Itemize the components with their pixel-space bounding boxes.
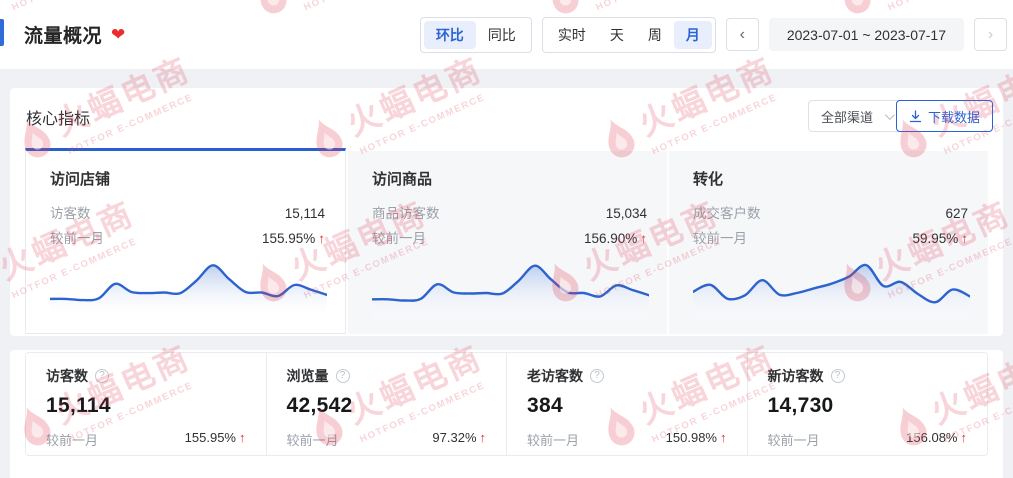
stat-label: 访客数 xyxy=(46,368,88,384)
page-header: 流量概况 ❤ 环比 同比 实时 天 周 月 ‹ 2023-07-01 ~ 202… xyxy=(0,0,1013,70)
compare-value: 150.98% ↑ xyxy=(665,430,727,445)
card-title: 访问店铺 xyxy=(50,171,111,188)
core-metrics-panel: 核心指标 全部渠道 下载数据 访问店铺 访客数 15,114 较前一月 155.… xyxy=(10,88,1003,336)
stat-value: 384 xyxy=(527,394,563,417)
up-arrow-icon: ↑ xyxy=(960,430,968,445)
tab-huanbi[interactable]: 环比 xyxy=(423,20,476,49)
next-period-button[interactable]: › xyxy=(974,18,1007,51)
page-title: 流量概况 xyxy=(24,26,103,47)
heart-icon: ❤ xyxy=(111,24,126,44)
stat-returning-visitors: 老访客数 ? 384 较前一月 150.98% ↑ xyxy=(507,353,748,455)
date-range-picker[interactable]: 2023-07-01 ~ 2023-07-17 xyxy=(768,18,964,51)
help-icon[interactable]: ? xyxy=(95,369,109,383)
metric-value: 627 xyxy=(945,206,968,221)
up-arrow-icon: ↑ xyxy=(318,231,325,246)
help-icon[interactable]: ? xyxy=(830,369,845,383)
help-icon[interactable]: ? xyxy=(590,369,604,383)
header-controls: 环比 同比 实时 天 周 月 ‹ 2023-07-01 ~ 2023-07-17… xyxy=(419,16,1007,53)
stats-panel: 访客数 ? 15,114 较前一月 155.95% ↑ 浏览量 ? 42,542 … xyxy=(10,350,1003,478)
sparkline-conversion xyxy=(693,254,970,318)
tab-month[interactable]: 月 xyxy=(673,20,712,49)
card-conversion[interactable]: 转化 成交客户数 627 较前一月 59.95% ↑ xyxy=(669,148,988,334)
up-arrow-icon: ↑ xyxy=(239,430,246,445)
channel-select[interactable]: 全部渠道 xyxy=(808,100,903,132)
card-shop-visits[interactable]: 访问店铺 访客数 15,114 较前一月 155.95% ↑ xyxy=(25,148,346,334)
stat-visitors: 访客数 ? 15,114 较前一月 155.95% ↑ xyxy=(26,353,267,455)
download-icon xyxy=(909,109,922,122)
tab-day[interactable]: 天 xyxy=(609,26,624,43)
download-data-button[interactable]: 下载数据 xyxy=(895,100,993,132)
compare-value: 156.08% ↑ xyxy=(906,430,968,445)
stat-value: 15,114 xyxy=(46,394,111,417)
compare-label: 较前一月 xyxy=(767,433,820,448)
compare-value: 156.90% ↑ xyxy=(583,231,647,246)
tab-tongbi[interactable]: 同比 xyxy=(487,26,516,43)
up-arrow-icon: ↑ xyxy=(961,231,968,246)
card-product-visits[interactable]: 访问商品 商品访客数 15,034 较前一月 156.90% ↑ xyxy=(348,148,667,334)
compare-value: 155.95% ↑ xyxy=(261,231,325,246)
stat-pageviews: 浏览量 ? 42,542 较前一月 97.32% ↑ xyxy=(267,353,507,455)
compare-label: 较前一月 xyxy=(50,231,104,246)
metric-label: 访客数 xyxy=(50,206,91,221)
compare-label: 较前一月 xyxy=(372,231,426,246)
stat-label: 浏览量 xyxy=(286,368,329,384)
compare-label: 较前一月 xyxy=(46,433,99,448)
metric-cards-row: 访问店铺 访客数 15,114 较前一月 155.95% ↑ 访问商品 xyxy=(25,148,988,334)
metric-value: 15,114 xyxy=(284,206,325,221)
stats-box: 访客数 ? 15,114 较前一月 155.95% ↑ 浏览量 ? 42,542 … xyxy=(25,352,988,456)
tab-realtime[interactable]: 实时 xyxy=(557,26,586,43)
stat-label: 新访客数 xyxy=(767,368,824,384)
channel-select-value: 全部渠道 xyxy=(821,109,874,125)
sparkline-product-visits xyxy=(372,254,649,318)
tab-week[interactable]: 周 xyxy=(647,26,662,43)
compare-label: 较前一月 xyxy=(286,433,339,448)
flame-logo-icon xyxy=(0,256,4,312)
prev-period-button[interactable]: ‹ xyxy=(725,18,759,51)
section-title: 核心指标 xyxy=(26,111,91,128)
card-title: 转化 xyxy=(693,171,724,188)
download-label: 下载数据 xyxy=(927,109,980,125)
up-arrow-icon: ↑ xyxy=(640,231,647,246)
compare-value: 155.95% ↑ xyxy=(184,430,246,445)
stat-value: 14,730 xyxy=(767,394,834,417)
compare-label: 较前一月 xyxy=(693,231,747,246)
up-arrow-icon: ↑ xyxy=(720,430,727,445)
compare-label: 较前一月 xyxy=(527,433,580,448)
chevron-left-icon: ‹ xyxy=(739,25,745,43)
chevron-right-icon: › xyxy=(987,25,994,43)
stat-label: 老访客数 xyxy=(527,368,583,384)
metric-label: 成交客户数 xyxy=(693,206,761,221)
compare-toggle-group: 环比 同比 xyxy=(419,16,532,53)
up-arrow-icon: ↑ xyxy=(479,430,487,445)
compare-value: 97.32% ↑ xyxy=(432,430,487,445)
help-icon[interactable]: ? xyxy=(335,369,350,383)
stat-value: 42,542 xyxy=(286,394,353,417)
period-toggle-group: 实时 天 周 月 xyxy=(541,16,716,53)
metric-value: 15,034 xyxy=(605,206,647,221)
stat-new-visitors: 新访客数 ? 14,730 较前一月 156.08% ↑ xyxy=(748,353,988,455)
sparkline-shop-visits xyxy=(50,253,327,317)
card-title: 访问商品 xyxy=(372,171,433,188)
metric-label: 商品访客数 xyxy=(372,206,440,221)
chevron-down-icon xyxy=(884,109,895,120)
accent-bar xyxy=(0,19,4,46)
compare-value: 59.95% ↑ xyxy=(912,231,968,246)
